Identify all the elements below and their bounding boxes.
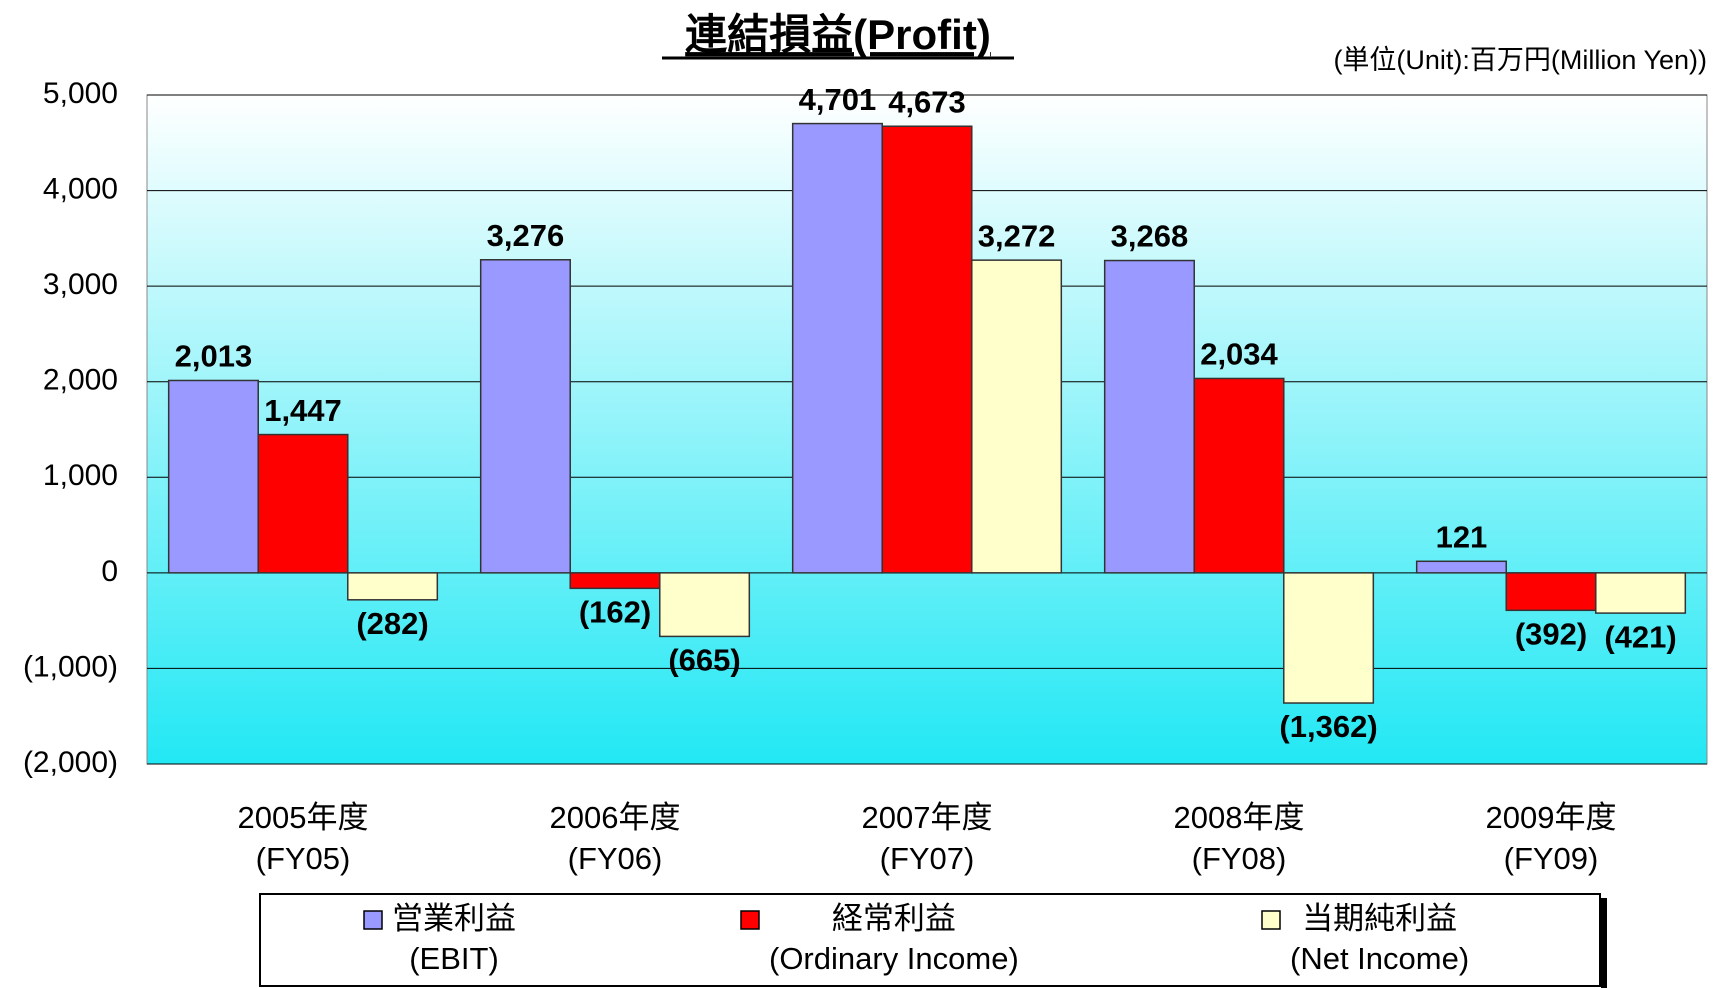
x-tick-label: 2005年度 (FY05)	[237, 800, 369, 876]
bar	[257, 433, 349, 574]
value-label: 3,268	[1111, 219, 1189, 254]
value-label: 3,272	[978, 218, 1056, 253]
bar	[881, 125, 973, 574]
bar	[1283, 572, 1375, 704]
y-tick-label: 2,000	[43, 364, 118, 397]
value-label: (665)	[668, 643, 740, 678]
legend-box	[259, 893, 1601, 987]
bar	[1103, 259, 1195, 574]
legend-label: 当期純利益 (Net Income)	[1290, 901, 1470, 976]
legend-label: 経常利益 (Ordinary Income)	[769, 901, 1019, 976]
legend-swatch	[363, 910, 383, 930]
y-tick-label: 0	[101, 555, 118, 588]
x-tick-label: 2008年度 (FY08)	[1173, 800, 1305, 876]
bar	[1505, 572, 1597, 612]
bar	[791, 122, 883, 574]
x-tick-label: 2006年度 (FY06)	[549, 800, 681, 876]
y-tick-label: (1,000)	[23, 650, 118, 683]
x-tick-label: 2009年度 (FY09)	[1485, 800, 1617, 876]
value-label: 2,034	[1200, 337, 1278, 372]
legend-label: 営業利益 (EBIT)	[392, 901, 516, 976]
y-tick-label: 3,000	[43, 268, 118, 301]
y-tick-label: 1,000	[43, 459, 118, 492]
bar	[167, 379, 259, 574]
bar	[569, 572, 661, 590]
chart-title: 連結損益(Profit)	[685, 11, 991, 58]
value-label: 3,276	[487, 218, 565, 253]
bar	[1193, 377, 1285, 574]
bar	[659, 572, 751, 638]
value-label: (162)	[579, 595, 651, 630]
value-label: 121	[1436, 519, 1488, 554]
bar	[1415, 560, 1507, 574]
y-tick-label: (2,000)	[23, 746, 118, 779]
x-tick-label: 2007年度 (FY07)	[861, 800, 993, 876]
y-tick-label: 4,000	[43, 172, 118, 205]
value-label: (392)	[1515, 617, 1587, 652]
value-label: (282)	[356, 606, 428, 641]
y-tick-label: 5,000	[43, 77, 118, 110]
legend-swatch	[740, 910, 760, 930]
value-label: 2,013	[175, 339, 253, 374]
value-label: (1,362)	[1279, 709, 1377, 744]
legend-swatch	[1261, 910, 1281, 930]
bar	[347, 572, 439, 601]
unit-note: (単位(Unit):百万円(Million Yen))	[1333, 45, 1707, 75]
bar	[1595, 572, 1687, 614]
value-label: 4,701	[799, 82, 877, 117]
bar	[479, 259, 571, 574]
bar	[971, 259, 1063, 574]
value-label: 1,447	[264, 393, 342, 428]
value-label: 4,673	[888, 84, 966, 119]
value-label: (421)	[1604, 619, 1676, 654]
